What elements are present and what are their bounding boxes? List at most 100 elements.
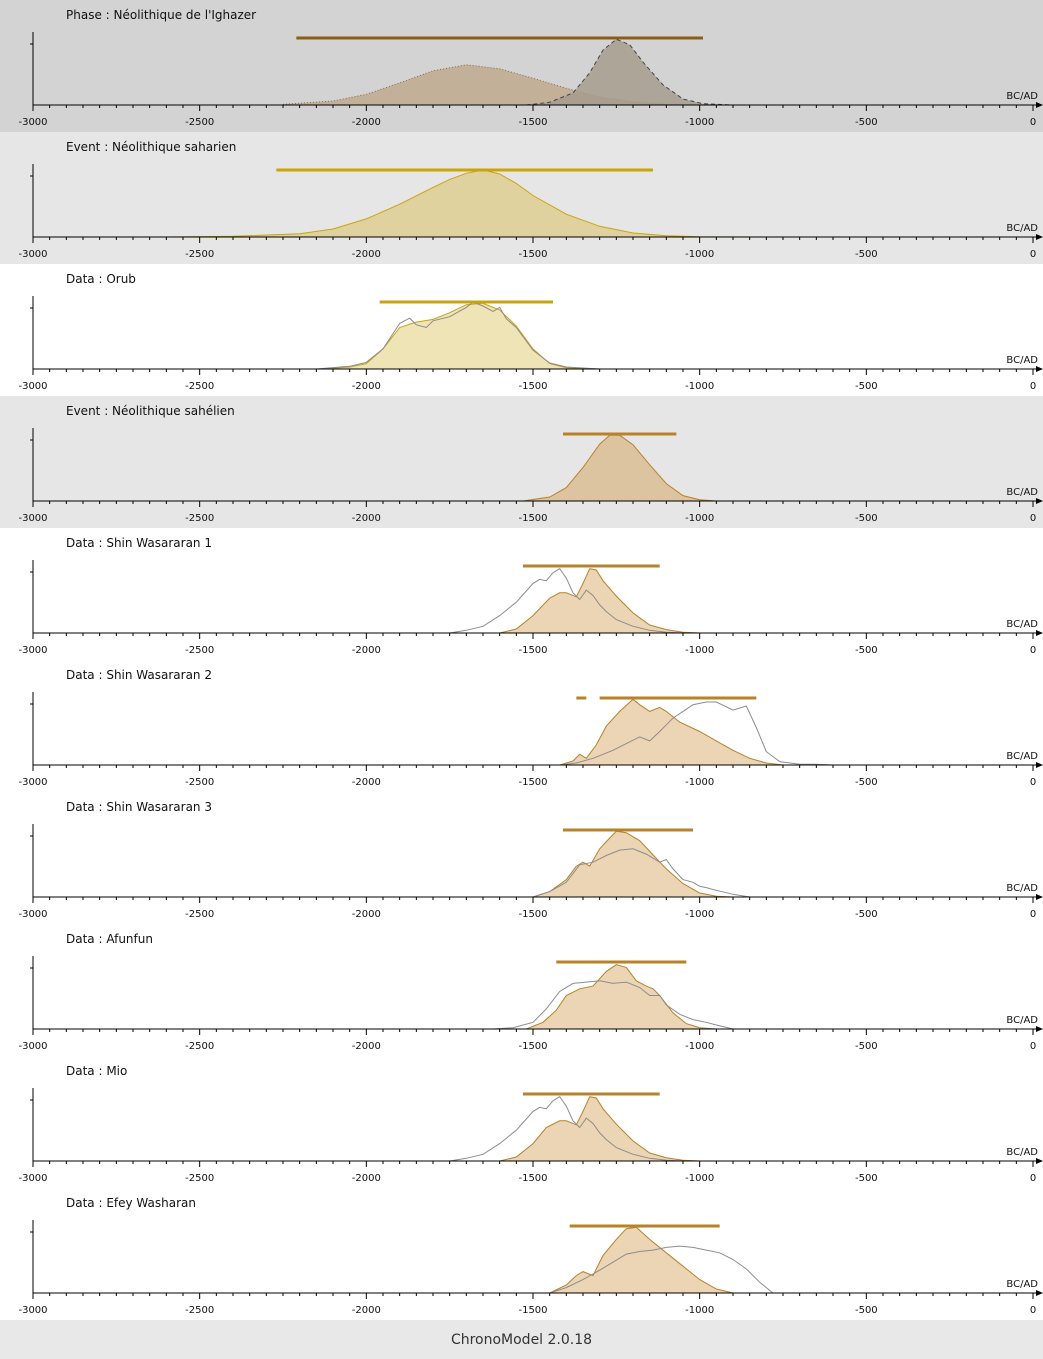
panel-background [0, 264, 1043, 396]
x-tick-label: -3000 [18, 513, 47, 524]
x-tick-label: -500 [855, 249, 878, 260]
density-area-end [526, 39, 733, 105]
app-version-footer: ChronoModel 2.0.18 [0, 1320, 1043, 1359]
panel-title: Data : Mio [66, 1064, 127, 1078]
panel-title: Event : Néolithique sahélien [66, 404, 235, 418]
x-tick-label: 0 [1030, 1305, 1036, 1316]
density-area-posterior [323, 303, 600, 369]
x-tick-label: -2000 [352, 1041, 381, 1052]
panel-title: Data : Shin Wasararan 3 [66, 800, 212, 814]
panel-title: Data : Orub [66, 272, 136, 286]
x-tick-label: 0 [1030, 1041, 1036, 1052]
x-tick-label: 0 [1030, 249, 1036, 260]
x-tick-label: -500 [855, 645, 878, 656]
x-tick-label: -3000 [18, 645, 47, 656]
x-tick-label: -1000 [685, 645, 714, 656]
x-axis-arrow [1036, 234, 1043, 240]
x-tick-label: -2500 [185, 1305, 214, 1316]
x-axis-arrow [1036, 1026, 1043, 1032]
chart-panel-0: Phase : Néolithique de l'Ighazer -3000 -25… [0, 0, 1043, 132]
x-tick-label: -3000 [18, 1041, 47, 1052]
density-area-posterior [533, 831, 733, 897]
x-tick-label: -2500 [185, 381, 214, 392]
x-tick-label: -500 [855, 1041, 878, 1052]
x-tick-label: -1500 [518, 1173, 547, 1184]
x-tick-label: -1500 [518, 117, 547, 128]
chart-stack: Phase : Néolithique de l'Ighazer -3000 -25… [0, 0, 1043, 1320]
density-curve-posterior [526, 964, 717, 1030]
x-tick-label: -2500 [185, 909, 214, 920]
x-tick-label: 0 [1030, 117, 1036, 128]
x-tick-label: -2500 [185, 777, 214, 788]
density-curve-posterior [549, 1226, 734, 1294]
x-tick-label: -3000 [18, 117, 47, 128]
x-tick-label: -2500 [185, 1041, 214, 1052]
x-axis-unit-label: BC/AD [1006, 883, 1038, 894]
density-curve-calibration [559, 701, 834, 766]
x-tick-label: -2000 [352, 381, 381, 392]
x-tick-label: -500 [855, 1173, 878, 1184]
x-tick-label: -3000 [18, 777, 47, 788]
x-tick-label: -2500 [185, 249, 214, 260]
x-tick-label: 0 [1030, 777, 1036, 788]
panel-background [0, 396, 1043, 528]
x-axis-unit-label: BC/AD [1006, 487, 1038, 498]
x-tick-label: 0 [1030, 381, 1036, 392]
density-area-posterior [499, 1096, 700, 1161]
density-curve-posterior [559, 698, 784, 766]
panel-title: Data : Efey Washaran [66, 1196, 196, 1210]
x-tick-label: -500 [855, 117, 878, 128]
x-tick-label: -2000 [352, 1305, 381, 1316]
chart-panel-8: Data : Mio -3000 -2500 -2000 -1500 -1000 -500 0… [0, 1056, 1043, 1188]
x-tick-label: -2000 [352, 909, 381, 920]
x-tick-label: -1500 [518, 381, 547, 392]
x-tick-label: -500 [855, 777, 878, 788]
x-tick-label: -3000 [18, 381, 47, 392]
x-tick-label: -1000 [685, 1305, 714, 1316]
x-tick-label: -3000 [18, 1305, 47, 1316]
x-tick-label: -1500 [518, 1305, 547, 1316]
app-version-label: ChronoModel 2.0.18 [450, 1331, 593, 1348]
panel-title: Data : Shin Wasararan 1 [66, 536, 212, 550]
density-curve-end [526, 38, 734, 106]
chart-panel-9: Data : Efey Washaran -3000 -2500 -2000 -1500… [0, 1188, 1043, 1320]
panel-background [0, 1056, 1043, 1188]
x-tick-label: 0 [1030, 1173, 1036, 1184]
density-curve-calibration [449, 568, 684, 634]
x-axis-arrow [1036, 762, 1043, 768]
panel-title: Data : Afunfun [66, 932, 153, 946]
x-tick-label: -1500 [518, 513, 547, 524]
x-axis-unit-label: BC/AD [1006, 751, 1038, 762]
x-tick-label: -2000 [352, 513, 381, 524]
chart-panel-5: Data : Shin Wasararan 2 -3000 -2500 -2000 -1… [0, 660, 1043, 792]
density-curve-calibration [449, 1096, 684, 1162]
chart-panel-7: Data : Afunfun -3000 -2500 -2000 -1500 -1000 -… [0, 924, 1043, 1056]
x-tick-label: 0 [1030, 645, 1036, 656]
x-tick-label: -1000 [685, 249, 714, 260]
x-tick-label: -2000 [352, 117, 381, 128]
x-tick-label: -2500 [185, 645, 214, 656]
x-tick-label: -2000 [352, 1173, 381, 1184]
density-curve-calibration [549, 1245, 774, 1294]
density-curve-calibration [532, 848, 750, 898]
x-tick-label: -500 [855, 909, 878, 920]
x-tick-label: 0 [1030, 909, 1036, 920]
x-tick-label: -3000 [18, 1173, 47, 1184]
x-tick-label: -1000 [685, 1041, 714, 1052]
x-axis-unit-label: BC/AD [1006, 619, 1038, 630]
x-axis-unit-label: BC/AD [1006, 355, 1038, 366]
x-tick-label: -2000 [352, 645, 381, 656]
panel-background [0, 0, 1043, 132]
x-axis-arrow [1036, 1290, 1043, 1296]
x-axis-arrow [1036, 366, 1043, 372]
chart-panel-4: Data : Shin Wasararan 1 -3000 -2500 -2000 -1… [0, 528, 1043, 660]
panel-title: Phase : Néolithique de l'Ighazer [66, 8, 256, 22]
density-area-posterior [526, 964, 717, 1029]
x-tick-label: -500 [855, 381, 878, 392]
panel-background [0, 1188, 1043, 1320]
panel-background [0, 924, 1043, 1056]
chart-panel-3: Event : Néolithique sahélien -3000 -2500 -2… [0, 396, 1043, 528]
x-tick-label: -1000 [685, 909, 714, 920]
x-axis-unit-label: BC/AD [1006, 1279, 1038, 1290]
panel-title: Data : Shin Wasararan 2 [66, 668, 212, 682]
